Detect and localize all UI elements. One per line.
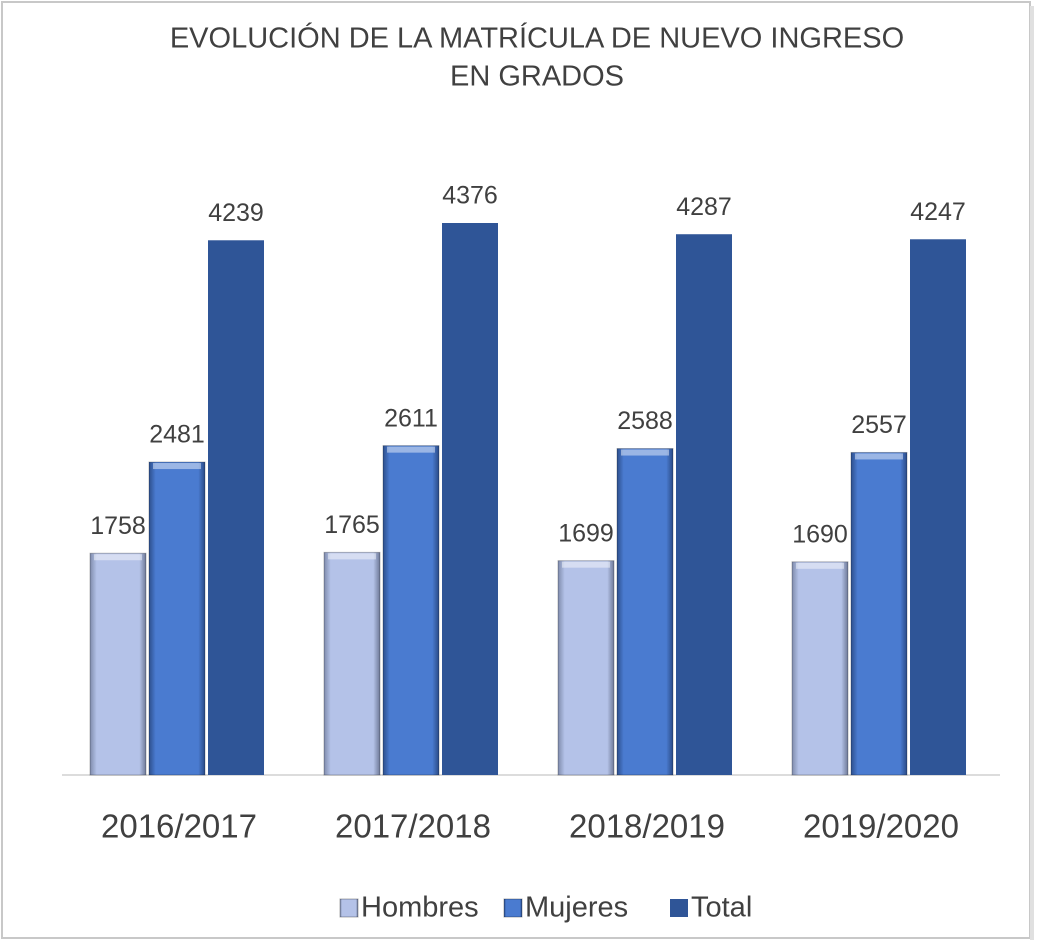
bar-bevel bbox=[328, 553, 376, 560]
legend-label: Total bbox=[691, 892, 752, 924]
x-tick-label: 2016/2017 bbox=[101, 808, 257, 845]
legend-swatch bbox=[670, 899, 688, 917]
bar bbox=[323, 551, 381, 776]
chart-title: EN GRADOS bbox=[450, 61, 624, 93]
bar bbox=[89, 552, 147, 776]
data-label: 4239 bbox=[208, 199, 264, 227]
data-label: 1690 bbox=[792, 520, 848, 548]
legend-label: Hombres bbox=[361, 892, 479, 924]
bar bbox=[208, 240, 264, 775]
bar-bevel bbox=[153, 463, 201, 470]
x-tick-label: 2018/2019 bbox=[569, 808, 725, 845]
chart-title: EVOLUCIÓN DE LA MATRÍCULA DE NUEVO INGRE… bbox=[170, 22, 904, 55]
bar-bevel bbox=[855, 453, 903, 460]
bar bbox=[148, 461, 206, 776]
data-label: 1699 bbox=[558, 519, 614, 547]
bar bbox=[442, 223, 498, 775]
bar bbox=[910, 239, 966, 775]
bar-bevel bbox=[562, 561, 610, 568]
data-label: 4376 bbox=[442, 182, 498, 210]
data-label: 4287 bbox=[676, 193, 732, 221]
data-label: 2557 bbox=[851, 411, 907, 439]
bar bbox=[616, 448, 674, 776]
data-label: 2481 bbox=[149, 421, 205, 449]
bar-bevel bbox=[94, 554, 142, 561]
data-label: 4247 bbox=[910, 198, 966, 226]
bar-bevel bbox=[387, 446, 435, 453]
bar bbox=[382, 445, 440, 776]
legend-swatch bbox=[503, 898, 523, 918]
x-tick-label: 2019/2020 bbox=[803, 808, 959, 845]
bar-bevel bbox=[796, 562, 844, 569]
data-label: 1758 bbox=[90, 512, 146, 540]
data-label: 2611 bbox=[384, 404, 438, 432]
bar bbox=[676, 234, 732, 775]
legend-swatch bbox=[339, 898, 359, 918]
bar bbox=[791, 561, 849, 776]
legend-label: Mujeres bbox=[525, 892, 628, 924]
bar-bevel bbox=[621, 449, 669, 456]
bar bbox=[850, 451, 908, 776]
data-label: 1765 bbox=[324, 511, 380, 539]
data-label: 2588 bbox=[617, 407, 673, 435]
bar bbox=[557, 560, 615, 776]
x-tick-label: 2017/2018 bbox=[335, 808, 491, 845]
